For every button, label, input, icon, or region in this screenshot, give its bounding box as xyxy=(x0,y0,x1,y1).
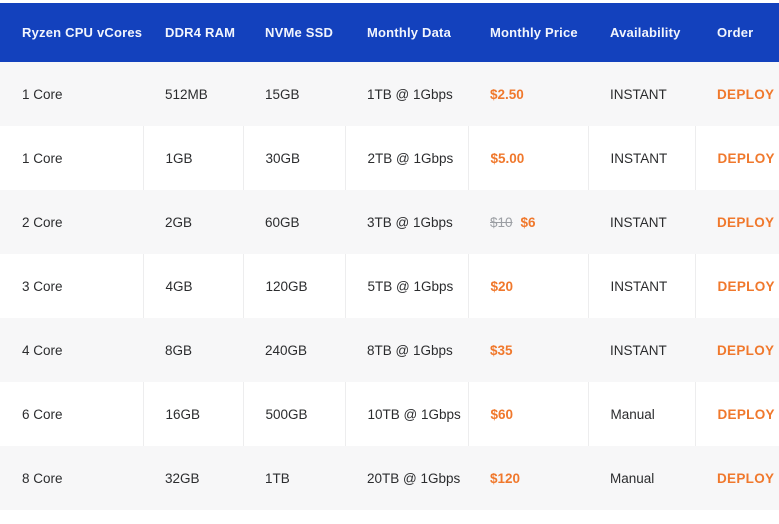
cell-data: 8TB @ 1Gbps xyxy=(367,342,453,358)
table-row: 6 Core 16GB 500GB 10TB @ 1Gbps $60 Manua… xyxy=(0,382,779,446)
cell-availability: INSTANT xyxy=(588,254,696,318)
price-text: $5.00 xyxy=(490,150,525,166)
cell-price: $120 xyxy=(468,446,588,510)
cell-data: 20TB @ 1Gbps xyxy=(367,470,461,486)
cell-cpu: 4 Core xyxy=(22,342,63,358)
cell-data: 1TB @ 1Gbps xyxy=(367,86,453,102)
cell-order: DEPLOY xyxy=(695,382,779,446)
cell-cpu: 6 Core xyxy=(0,382,144,446)
column-header-ram: DDR4 RAM xyxy=(143,3,243,62)
cell-ram: 8GB xyxy=(165,342,193,358)
cell-order: DEPLOY xyxy=(695,62,779,126)
cell-ram: 1GB xyxy=(143,126,244,190)
cell-ssd: 500GB xyxy=(243,382,346,446)
deploy-link[interactable]: DEPLOY xyxy=(717,470,775,486)
cell-price: $2.50 xyxy=(468,62,588,126)
cell-availability: INSTANT xyxy=(610,86,667,102)
cell-price: $10 $6 xyxy=(468,190,588,254)
price-text: $60 xyxy=(490,406,514,422)
cell-data: 10TB @ 1Gbps xyxy=(345,382,469,446)
table-row: 4 Core 8GB 240GB 8TB @ 1Gbps $35 INSTANT… xyxy=(0,318,779,382)
cell-ssd: 120GB xyxy=(243,254,346,318)
cell-ssd: 60GB xyxy=(265,214,300,230)
cell-cpu: 8 Core xyxy=(22,470,63,486)
cell-order: DEPLOY xyxy=(695,126,779,190)
cell-ssd: 15GB xyxy=(265,86,300,102)
price-text: $6 xyxy=(520,214,536,230)
column-header-order: Order xyxy=(695,3,779,62)
price-text: $120 xyxy=(490,470,521,486)
table-row: 3 Core 4GB 120GB 5TB @ 1Gbps $20 INSTANT… xyxy=(0,254,779,318)
table-row: 1 Core 512MB 15GB 1TB @ 1Gbps $2.50 INST… xyxy=(0,62,779,126)
cell-price: $20 xyxy=(468,254,589,318)
table-header: Ryzen CPU vCores DDR4 RAM NVMe SSD Month… xyxy=(0,3,779,62)
deploy-link[interactable]: DEPLOY xyxy=(717,278,775,294)
cell-price: $35 xyxy=(468,318,588,382)
table-row: 1 Core 1GB 30GB 2TB @ 1Gbps $5.00 INSTAN… xyxy=(0,126,779,190)
cell-availability: INSTANT xyxy=(588,126,696,190)
old-price-text: $10 xyxy=(490,214,513,230)
pricing-table: Ryzen CPU vCores DDR4 RAM NVMe SSD Month… xyxy=(0,3,779,510)
cell-availability: INSTANT xyxy=(610,342,667,358)
cell-data: 3TB @ 1Gbps xyxy=(367,214,453,230)
table-row: 8 Core 32GB 1TB 20TB @ 1Gbps $120 Manual… xyxy=(0,446,779,510)
cell-data: 2TB @ 1Gbps xyxy=(345,126,469,190)
cell-cpu: 3 Core xyxy=(0,254,144,318)
table-row: 2 Core 2GB 60GB 3TB @ 1Gbps $10 $6 INSTAN… xyxy=(0,190,779,254)
deploy-link[interactable]: DEPLOY xyxy=(717,342,775,358)
cell-ssd: 1TB xyxy=(265,470,290,486)
cell-ram: 4GB xyxy=(143,254,244,318)
column-header-data: Monthly Data xyxy=(345,3,468,62)
column-header-availability: Availability xyxy=(588,3,695,62)
column-header-price: Monthly Price xyxy=(468,3,588,62)
cell-cpu: 1 Core xyxy=(0,126,144,190)
cell-cpu: 2 Core xyxy=(22,214,63,230)
deploy-link[interactable]: DEPLOY xyxy=(717,86,775,102)
cell-availability: Manual xyxy=(610,470,655,486)
cell-order: DEPLOY xyxy=(695,254,779,318)
cell-order: DEPLOY xyxy=(695,446,779,510)
cell-price: $60 xyxy=(468,382,589,446)
price-text: $35 xyxy=(490,342,513,358)
column-header-cpu: Ryzen CPU vCores xyxy=(0,3,143,62)
cell-availability: Manual xyxy=(588,382,696,446)
cell-ssd: 30GB xyxy=(243,126,346,190)
cell-ram: 16GB xyxy=(143,382,244,446)
header-row: Ryzen CPU vCores DDR4 RAM NVMe SSD Month… xyxy=(0,3,779,62)
deploy-link[interactable]: DEPLOY xyxy=(717,406,775,422)
cell-ssd: 240GB xyxy=(265,342,308,358)
price-text: $2.50 xyxy=(490,86,524,102)
column-header-ssd: NVMe SSD xyxy=(243,3,345,62)
cell-order: DEPLOY xyxy=(695,318,779,382)
deploy-link[interactable]: DEPLOY xyxy=(717,214,775,230)
cell-ram: 32GB xyxy=(165,470,200,486)
cell-ram: 2GB xyxy=(165,214,193,230)
cell-availability: INSTANT xyxy=(610,214,667,230)
cell-price: $5.00 xyxy=(468,126,589,190)
cell-cpu: 1 Core xyxy=(22,86,63,102)
deploy-link[interactable]: DEPLOY xyxy=(717,150,775,166)
cell-order: DEPLOY xyxy=(695,190,779,254)
price-text: $20 xyxy=(490,278,514,294)
cell-ram: 512MB xyxy=(165,86,208,102)
cell-data: 5TB @ 1Gbps xyxy=(345,254,469,318)
